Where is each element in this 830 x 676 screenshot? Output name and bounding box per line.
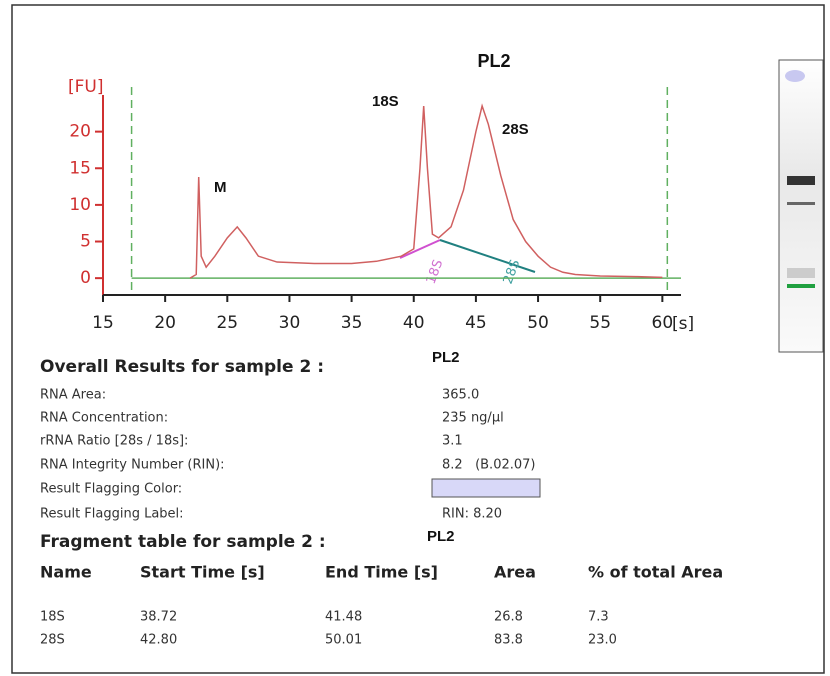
x-tick-label: 15 xyxy=(92,313,114,333)
column-header: % of total Area xyxy=(588,563,723,582)
section-title: Overall Results for sample 2 : xyxy=(40,357,324,377)
annotation: 28S xyxy=(502,121,529,138)
table-cell: 23.0 xyxy=(588,633,617,648)
x-axis-label: [s] xyxy=(672,314,694,334)
table-cell: 42.80 xyxy=(140,633,177,648)
table-cell: 50.01 xyxy=(325,633,362,648)
table-cell: 26.8 xyxy=(494,610,523,625)
gel-band xyxy=(787,284,815,288)
section-title: Fragment table for sample 2 : xyxy=(40,532,326,552)
y-tick-label: 0 xyxy=(80,268,91,288)
result-value: 365.0 xyxy=(442,388,479,403)
page: PL2 [FU] [s] M 18S 28S 18S 28S Overall R… xyxy=(0,0,830,676)
x-tick-label: 30 xyxy=(279,313,301,333)
table-cell: 38.72 xyxy=(140,610,177,625)
x-tick-label: 35 xyxy=(341,313,363,333)
column-header: Start Time [s] xyxy=(140,563,265,582)
result-value: 3.1 xyxy=(442,434,463,449)
table-cell: 7.3 xyxy=(588,610,609,625)
x-tick-label: 55 xyxy=(589,313,611,333)
y-tick-label: 10 xyxy=(69,195,91,215)
result-label: Result Flagging Label: xyxy=(40,507,184,522)
column-header: End Time [s] xyxy=(325,563,438,582)
sample-name: PL2 xyxy=(427,528,455,545)
x-tick-label: 60 xyxy=(652,313,674,333)
result-value: RIN: 8.20 xyxy=(442,507,502,522)
x-tick-label: 20 xyxy=(154,313,176,333)
result-label: RNA Area: xyxy=(40,388,106,403)
table-cell: 83.8 xyxy=(494,633,523,648)
gel-band xyxy=(787,202,815,205)
gel-band xyxy=(787,268,815,278)
result-label: RNA Integrity Number (RIN): xyxy=(40,458,225,473)
column-header: Name xyxy=(40,563,92,582)
gel-lane xyxy=(779,60,823,352)
gel-band xyxy=(785,70,805,82)
flag-color xyxy=(432,479,540,497)
result-label: Result Flagging Color: xyxy=(40,482,182,497)
chart-title: PL2 xyxy=(477,51,510,71)
result-value: 235 ng/µl xyxy=(442,411,504,426)
table-cell: 18S xyxy=(40,610,65,625)
annotation: 18S xyxy=(372,93,399,110)
table-cell: 41.48 xyxy=(325,610,362,625)
x-tick-label: 40 xyxy=(403,313,425,333)
column-header: Area xyxy=(494,563,536,582)
x-tick-label: 25 xyxy=(216,313,238,333)
y-tick-label: 15 xyxy=(69,158,91,178)
result-label: rRNA Ratio [28s / 18s]: xyxy=(40,434,188,449)
result-label: RNA Concentration: xyxy=(40,411,168,426)
x-tick-label: 45 xyxy=(465,313,487,333)
annotation: M xyxy=(214,179,227,196)
result-value: 8.2 (B.02.07) xyxy=(442,458,535,473)
sample-name: PL2 xyxy=(432,349,460,366)
gel-band xyxy=(787,176,815,185)
y-axis-label: [FU] xyxy=(68,77,104,97)
table-cell: 28S xyxy=(40,633,65,648)
y-tick-label: 5 xyxy=(80,232,91,252)
x-tick-label: 50 xyxy=(527,313,549,333)
y-tick-label: 20 xyxy=(69,122,91,142)
